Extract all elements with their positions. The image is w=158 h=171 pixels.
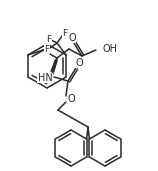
Text: O: O: [68, 33, 76, 43]
Text: O: O: [75, 58, 83, 68]
Text: F: F: [45, 44, 50, 54]
Text: HN: HN: [38, 73, 52, 83]
Text: F: F: [63, 30, 68, 38]
Text: F: F: [46, 35, 52, 43]
Text: OH: OH: [103, 44, 118, 54]
Text: O: O: [67, 94, 75, 104]
